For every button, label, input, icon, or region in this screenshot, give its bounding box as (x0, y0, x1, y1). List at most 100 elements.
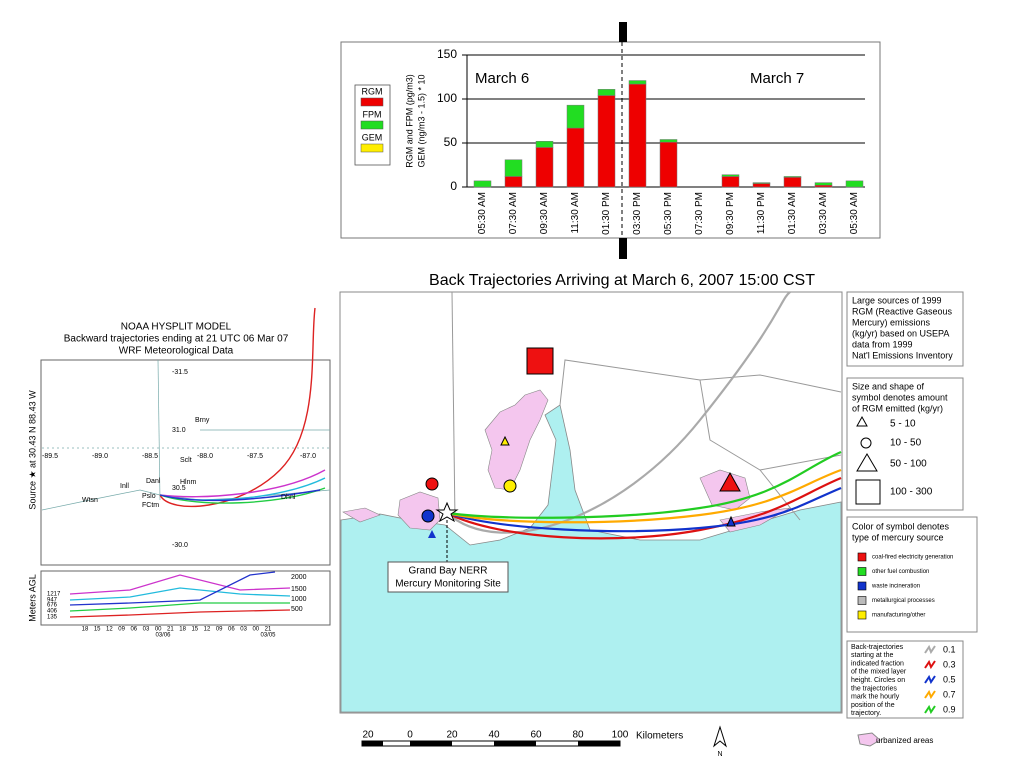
agl-tick: 135 (47, 615, 58, 621)
legend-item: coal-fired electricity generation (872, 555, 953, 561)
legend-box (846, 640, 964, 719)
legend-item: 50 - 100 (890, 459, 927, 470)
site-box (387, 561, 509, 593)
bar-segment (752, 182, 771, 184)
lon-label: -89.0 (92, 453, 108, 460)
lon-label: -88.5 (142, 453, 158, 460)
place-label: Inll (120, 483, 129, 490)
legend-box (846, 516, 978, 633)
hour-label: 00 (252, 627, 259, 633)
source-symbol (421, 509, 435, 523)
y-tick-label: 0 (450, 179, 457, 193)
legend-text: Size and shape of (852, 381, 925, 391)
color-swatch (857, 610, 867, 620)
trajectory-swatch (924, 659, 936, 670)
hour-label: 03 (240, 627, 247, 633)
x-tick-label: 03:30 PM (632, 192, 643, 235)
trajectory-swatch (924, 689, 936, 700)
bar-segment (504, 176, 523, 188)
bar-segment (814, 182, 833, 186)
x-tick-label: 09:30 PM (725, 192, 736, 235)
place-label: FCtm (142, 502, 159, 509)
hour-label: 18 (179, 627, 186, 633)
lat-label: -31.5 (172, 369, 188, 376)
bar-segment (814, 184, 833, 188)
x-tick-label: 05:30 PM (663, 192, 674, 235)
divider-marker (619, 22, 627, 42)
place-label: Hlnm (180, 479, 197, 486)
bar-segment (659, 141, 678, 188)
hour-label: 00 (155, 627, 162, 633)
lat-label: 30.5 (172, 485, 186, 492)
x-tick-label: 05:30 AM (477, 192, 488, 234)
legend-text: type of mercury source (852, 532, 944, 542)
bar-segment (659, 139, 678, 143)
bar-segment (783, 177, 802, 188)
legend-text: Back-trajectories (851, 644, 904, 651)
north-arrow (713, 725, 727, 748)
legend-text: indicated fraction (851, 660, 904, 667)
legend-text: data from 1999 (852, 339, 913, 349)
legend-label: RGM (362, 86, 383, 96)
legend-text: Mercury) emissions (852, 317, 931, 327)
legend-item: metallurgical processes (872, 598, 935, 604)
place-label: Dhnl (281, 494, 296, 501)
hysplit-title: NOAA HYSPLIT MODEL (121, 322, 232, 333)
legend-item: 0.9 (943, 704, 956, 714)
lat-label: -30.0 (172, 542, 188, 549)
place-label: Sclt (180, 457, 192, 464)
bar-segment (535, 140, 554, 148)
agl-tick: 1000 (291, 596, 307, 603)
agl-tick: 676 (47, 603, 58, 609)
annotation: March 6 (475, 70, 529, 87)
urban-swatch (857, 732, 881, 747)
hour-label: 15 (94, 627, 101, 633)
lon-label: -87.0 (300, 453, 316, 460)
trajectory-swatch (924, 644, 936, 655)
size-symbol (856, 415, 868, 427)
bar-segment (628, 80, 647, 85)
legend-box (846, 377, 964, 511)
agl-tick: 406 (47, 609, 58, 615)
trajectory-swatch (924, 704, 936, 715)
lat-label: 31.0 (172, 427, 186, 434)
x-tick-label: 07:30 PM (694, 192, 705, 235)
scale-bar (361, 740, 621, 747)
divider-marker (619, 238, 627, 259)
bar-segment (597, 95, 616, 188)
legend-text: of RGM emitted (kg/yr) (852, 403, 943, 413)
color-swatch (857, 581, 867, 591)
hour-label: 21 (167, 627, 174, 633)
legend-text: position of the (851, 702, 895, 709)
lon-label: -89.5 (42, 453, 58, 460)
legend-swatch (360, 143, 384, 153)
scale-label: 100 (612, 730, 629, 741)
bar-segment (845, 180, 864, 188)
x-tick-label: 09:30 AM (539, 192, 550, 234)
agl-tick: 1217 (47, 592, 61, 598)
hysplit-map (40, 359, 331, 566)
bar-segment (752, 183, 771, 188)
legend-swatch (360, 97, 384, 107)
legend-label: FPM (363, 109, 382, 119)
scale-unit: Kilometers (636, 731, 683, 742)
hysplit-y-label: Source ★ at 30.43 N 88.43 W (27, 390, 37, 510)
map-title: Back Trajectories Arriving at March 6, 2… (429, 272, 815, 289)
site-label: Mercury Monitoring Site (395, 579, 501, 590)
source-symbol (500, 435, 510, 446)
hysplit-title: Backward trajectories ending at 21 UTC 0… (64, 334, 289, 345)
hour-label: 18 (82, 627, 89, 633)
site-star (435, 501, 459, 523)
legend-item: manufacturing/other (872, 613, 925, 619)
bar-segment (628, 83, 647, 188)
agl-tick: 500 (291, 606, 303, 613)
bar-segment (504, 159, 523, 177)
legend-item: 5 - 10 (890, 419, 916, 430)
hour-label: 12 (106, 627, 113, 633)
hour-label: 06 (228, 627, 235, 633)
x-tick-label: 03:30 AM (818, 192, 829, 234)
hour-label: 15 (191, 627, 198, 633)
boundaries (451, 291, 842, 521)
date-label: 03/06 (155, 633, 171, 639)
